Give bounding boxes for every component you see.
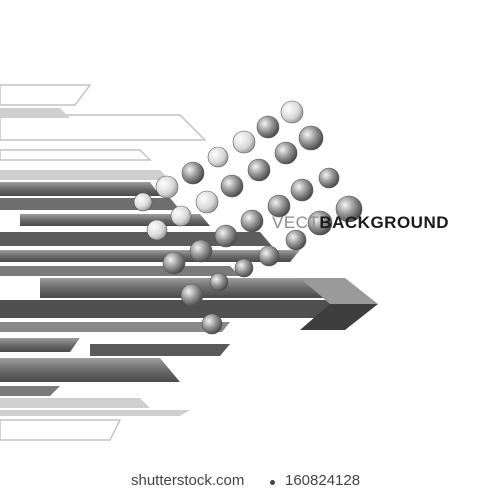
outline-bars — [0, 84, 207, 441]
bar-block-3d — [300, 278, 378, 330]
spheres-cluster — [133, 100, 363, 335]
title-light-part: VECT — [272, 213, 320, 232]
watermark-separator-dot — [270, 480, 275, 485]
watermark-id: 160824128 — [285, 472, 361, 489]
solid-bars — [0, 182, 355, 396]
watermark-footer — [0, 470, 500, 500]
vector-background-title: VECTBACKGROUND — [272, 213, 449, 233]
light-bars — [0, 108, 190, 416]
title-bold-part: BACKGROUND — [319, 213, 450, 232]
abstract-artwork — [0, 84, 378, 441]
watermark-site: shutterstock.com — [131, 472, 245, 489]
